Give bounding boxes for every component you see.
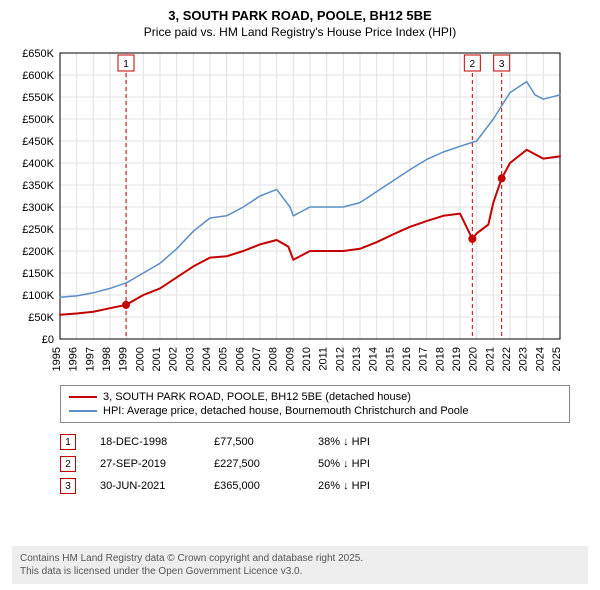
- line-chart: £0 £50K £100K £150K £200K £250K £300K £350K £400…: [10, 47, 570, 379]
- marker-price: £227,500: [214, 458, 294, 470]
- marker-badge: 2: [60, 456, 76, 472]
- chart-header: 3, SOUTH PARK ROAD, POOLE, BH12 5BE Pric…: [0, 0, 600, 43]
- svg-text:2011: 2011: [318, 347, 330, 371]
- svg-text:2010: 2010: [301, 347, 313, 371]
- svg-text:2007: 2007: [251, 347, 263, 371]
- marker-diff: 50% ↓ HPI: [318, 458, 408, 470]
- marker-price: £365,000: [214, 480, 294, 492]
- svg-text:2000: 2000: [134, 347, 146, 371]
- svg-text:2025: 2025: [551, 347, 563, 371]
- svg-text:2020: 2020: [468, 347, 480, 371]
- marker-table: 1 18-DEC-1998 £77,500 38% ↓ HPI 2 27-SEP…: [60, 431, 570, 497]
- svg-text:£100K: £100K: [22, 290, 54, 302]
- svg-text:2001: 2001: [151, 347, 163, 371]
- marker-diff: 26% ↓ HPI: [318, 480, 408, 492]
- chart-legend: 3, SOUTH PARK ROAD, POOLE, BH12 5BE (det…: [60, 385, 570, 423]
- legend-row: HPI: Average price, detached house, Bour…: [69, 404, 561, 418]
- svg-text:2: 2: [470, 59, 476, 70]
- svg-text:1996: 1996: [68, 347, 80, 371]
- svg-text:£500K: £500K: [22, 114, 54, 126]
- svg-text:2013: 2013: [351, 347, 363, 371]
- svg-text:2012: 2012: [334, 347, 346, 371]
- svg-text:£650K: £650K: [22, 48, 54, 60]
- marker-date: 27-SEP-2019: [100, 458, 190, 470]
- marker-row: 3 30-JUN-2021 £365,000 26% ↓ HPI: [60, 475, 570, 497]
- marker-id: 3: [65, 481, 71, 492]
- svg-text:2022: 2022: [501, 347, 513, 371]
- svg-text:1997: 1997: [84, 347, 96, 371]
- svg-text:2003: 2003: [184, 347, 196, 371]
- svg-text:2024: 2024: [534, 347, 546, 371]
- svg-text:£300K: £300K: [22, 202, 54, 214]
- marker-badge: 3: [60, 478, 76, 494]
- svg-text:£250K: £250K: [22, 224, 54, 236]
- svg-text:£50K: £50K: [28, 312, 54, 324]
- svg-text:£450K: £450K: [22, 136, 54, 148]
- chart-footer: Contains HM Land Registry data © Crown c…: [12, 546, 588, 584]
- svg-text:£150K: £150K: [22, 268, 54, 280]
- legend-row: 3, SOUTH PARK ROAD, POOLE, BH12 5BE (det…: [69, 390, 561, 404]
- svg-text:1999: 1999: [118, 347, 130, 371]
- footer-line: Contains HM Land Registry data © Crown c…: [20, 552, 580, 565]
- svg-text:3: 3: [499, 59, 505, 70]
- marker-price: £77,500: [214, 436, 294, 448]
- legend-label: 3, SOUTH PARK ROAD, POOLE, BH12 5BE (det…: [103, 391, 411, 403]
- svg-text:£400K: £400K: [22, 158, 54, 170]
- legend-swatch: [69, 396, 97, 398]
- marker-date: 18-DEC-1998: [100, 436, 190, 448]
- svg-text:2009: 2009: [284, 347, 296, 371]
- svg-text:£200K: £200K: [22, 246, 54, 258]
- svg-text:2006: 2006: [234, 347, 246, 371]
- chart-container: £0 £50K £100K £150K £200K £250K £300K £350K £400…: [10, 47, 590, 379]
- svg-text:1995: 1995: [51, 347, 63, 371]
- svg-text:2016: 2016: [401, 347, 413, 371]
- marker-id: 2: [65, 459, 71, 470]
- chart-title: 3, SOUTH PARK ROAD, POOLE, BH12 5BE: [0, 8, 600, 23]
- marker-id: 1: [65, 437, 71, 448]
- svg-text:2019: 2019: [451, 347, 463, 371]
- marker-diff: 38% ↓ HPI: [318, 436, 408, 448]
- legend-swatch: [69, 410, 97, 412]
- svg-text:2015: 2015: [384, 347, 396, 371]
- marker-badge: 1: [60, 434, 76, 450]
- svg-text:£0: £0: [42, 334, 54, 346]
- footer-line: This data is licensed under the Open Gov…: [20, 565, 580, 578]
- svg-text:2008: 2008: [268, 347, 280, 371]
- svg-text:1: 1: [123, 59, 129, 70]
- svg-text:2014: 2014: [368, 347, 380, 371]
- svg-text:2002: 2002: [168, 347, 180, 371]
- legend-label: HPI: Average price, detached house, Bour…: [103, 405, 468, 417]
- svg-text:£550K: £550K: [22, 92, 54, 104]
- svg-text:2021: 2021: [484, 347, 496, 371]
- svg-text:1998: 1998: [101, 347, 113, 371]
- svg-text:2004: 2004: [201, 347, 213, 371]
- marker-date: 30-JUN-2021: [100, 480, 190, 492]
- svg-text:2018: 2018: [434, 347, 446, 371]
- marker-row: 2 27-SEP-2019 £227,500 50% ↓ HPI: [60, 453, 570, 475]
- svg-text:2017: 2017: [418, 347, 430, 371]
- marker-row: 1 18-DEC-1998 £77,500 38% ↓ HPI: [60, 431, 570, 453]
- chart-subtitle: Price paid vs. HM Land Registry's House …: [0, 25, 600, 39]
- svg-text:£600K: £600K: [22, 70, 54, 82]
- svg-text:£350K: £350K: [22, 180, 54, 192]
- svg-text:2023: 2023: [518, 347, 530, 371]
- svg-text:2005: 2005: [218, 347, 230, 371]
